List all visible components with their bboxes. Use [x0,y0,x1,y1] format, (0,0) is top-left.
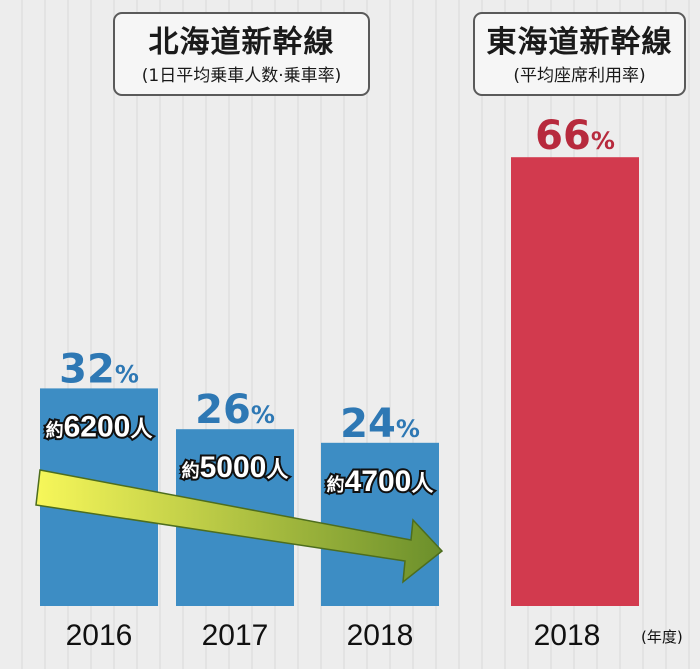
year-label-hokkaido-2018: 2018 [347,619,414,652]
year-label-hokkaido-2016: 2016 [66,619,133,652]
bar-hokkaido-2018 [321,442,439,606]
riders-label-2016: 約6200人 [46,410,153,443]
pct-label-hokkaido-2017: 26% [195,387,275,433]
hokkaido-title-box: 北海道新幹線 (1日平均乗車人数·乗車率) [113,12,370,96]
hokkaido-title: 北海道新幹線 [148,25,335,60]
year-label-tokaido-2018: 2018 [534,619,601,652]
decreasing-trend-arrow [35,469,444,584]
pct-label-tokaido-2018: 66% [535,113,615,159]
riders-label-2017: 約5000人 [182,451,289,484]
hokkaido-subtitle: (1日平均乗車人数·乗車率) [141,66,342,86]
pct-label-hokkaido-2018: 24% [340,401,420,447]
tokaido-title: 東海道新幹線 [486,25,673,60]
bar-tokaido-2018 [511,157,639,606]
tokaido-subtitle: (平均座席利用率) [513,66,646,86]
tokaido-title-box: 東海道新幹線 (平均座席利用率) [473,12,686,96]
year-label-hokkaido-2017: 2017 [202,619,269,652]
pct-label-hokkaido-2016: 32% [59,346,139,392]
riders-label-2018: 約4700人 [327,465,434,498]
year-unit-label: (年度) [641,628,683,646]
